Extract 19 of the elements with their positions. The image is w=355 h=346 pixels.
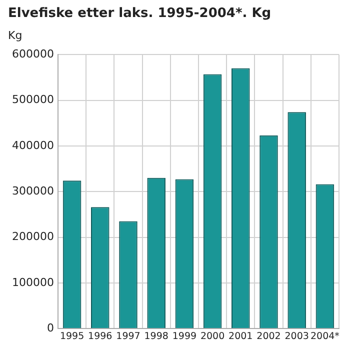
y-tick-label: 400000 [12,138,54,152]
x-tick-label: 1995 [60,330,84,342]
x-tick-label: 2001 [228,330,253,342]
y-tick-label: 600000 [12,47,54,60]
x-tick-label: 1998 [144,330,168,342]
x-tick-label: 2004* [310,330,340,342]
y-tick-label: 500000 [12,93,54,106]
y-tick-label: 0 [46,321,54,334]
y-tick-label: 100000 [12,276,54,289]
x-tick-label: 1997 [116,330,140,342]
y-tick-label: 200000 [12,230,54,244]
x-tick-label: 2000 [200,330,225,342]
x-tick-label: 1999 [172,330,197,342]
x-tick-label: 2002 [256,330,281,342]
x-tick-label: 2003 [284,330,309,342]
y-axis-title: Kg [8,29,24,42]
chart-title: Elvefiske etter laks. 1995-2004*. Kg [8,6,272,21]
x-tick-label: 1996 [88,330,112,342]
y-tick-label: 300000 [12,184,54,198]
